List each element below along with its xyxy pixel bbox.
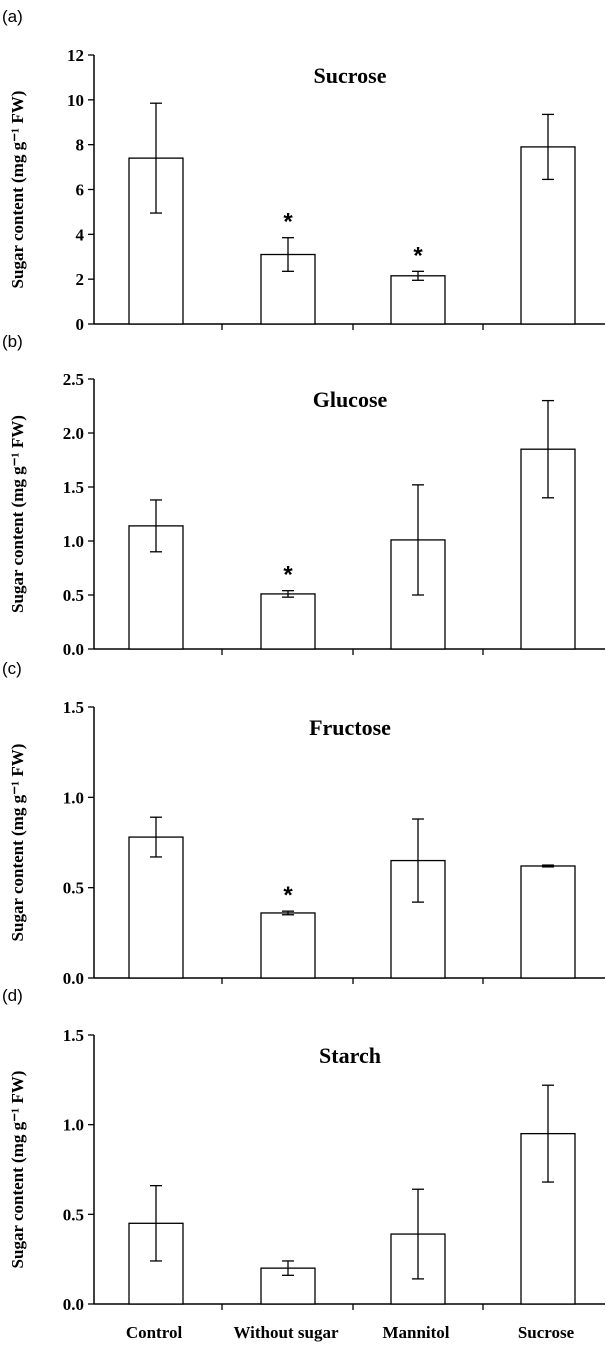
chart-panel-2: (b) Glucose Sugar content (mg g⁻¹ FW) 0.0 0.… (2, 332, 605, 659)
chart-title: Fructose (309, 715, 391, 740)
bar-2 (260, 912, 316, 979)
chart-title: Starch (319, 1043, 381, 1068)
y-tick-label: 2.5 (63, 370, 84, 389)
bar-3 (390, 275, 446, 325)
x-category-label: Sucrose (518, 1323, 575, 1342)
y-tick-label: 4 (76, 225, 85, 244)
y-tick-label: 2 (76, 270, 85, 289)
chart-panel-4: (d) Starch Sugar content (mg g⁻¹ FW) 0.0 0.5… (2, 986, 605, 1342)
y-tick-label: 0.0 (63, 1295, 84, 1314)
panel-label: (c) (2, 659, 22, 678)
y-tick-label: 1.5 (63, 478, 84, 497)
y-tick-label: 8 (76, 136, 85, 155)
y-tick-label: 6 (76, 181, 85, 200)
x-category-label: Mannitol (382, 1323, 449, 1342)
y-tick-label: 1.0 (63, 788, 84, 807)
significance-mark: * (283, 209, 293, 236)
bar-1 (128, 836, 184, 979)
chart-title: Sucrose (314, 63, 387, 88)
y-tick-label: 1.5 (63, 1026, 84, 1045)
y-tick-label: 1.0 (63, 1116, 84, 1135)
chart-panel-3: (c) Fructose Sugar content (mg g⁻¹ FW) 0.0 0… (2, 659, 605, 988)
x-category-label: Without sugar (233, 1323, 338, 1342)
bar-2 (260, 593, 316, 650)
significance-mark: * (413, 242, 423, 269)
y-tick-label: 2.0 (63, 424, 84, 443)
y-tick-label: 0.0 (63, 640, 84, 659)
y-axis-label: Sugar content (mg g⁻¹ FW) (8, 1071, 27, 1269)
y-tick-label: 12 (67, 46, 84, 65)
y-tick-label: 0.5 (63, 879, 84, 898)
chart-panel-1: (a) Sucrose Sugar content (mg g⁻¹ FW) 0 2 4 6 8… (2, 7, 605, 334)
panel-label: (d) (2, 986, 23, 1005)
y-axis-label: Sugar content (mg g⁻¹ FW) (8, 415, 27, 613)
y-tick-label: 1.5 (63, 698, 84, 717)
bar-4 (520, 865, 576, 979)
y-tick-label: 0.0 (63, 969, 84, 988)
panel-label: (b) (2, 332, 23, 351)
y-tick-label: 0.5 (63, 1205, 84, 1224)
significance-mark: * (283, 562, 293, 589)
x-category-label: Control (126, 1323, 183, 1342)
y-tick-label: 0.5 (63, 586, 84, 605)
panel-label: (a) (2, 7, 23, 26)
chart-title: Glucose (313, 387, 388, 412)
y-tick-label: 10 (67, 91, 84, 110)
y-axis-label: Sugar content (mg g⁻¹ FW) (8, 744, 27, 942)
significance-mark: * (283, 882, 293, 909)
y-tick-label: 0 (76, 315, 85, 334)
y-tick-label: 1.0 (63, 532, 84, 551)
y-axis-label: Sugar content (mg g⁻¹ FW) (8, 91, 27, 289)
